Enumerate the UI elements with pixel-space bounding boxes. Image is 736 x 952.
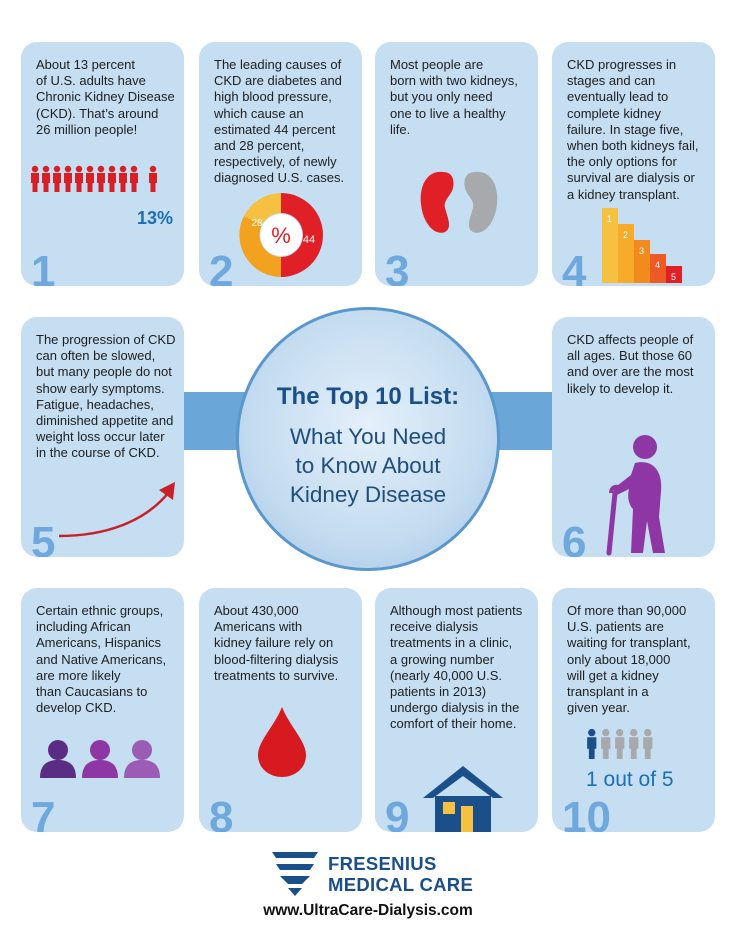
people-icon: 13% bbox=[31, 165, 173, 228]
elderly-person-icon bbox=[606, 435, 665, 556]
fact-text: Certain ethnic groups, including African… bbox=[36, 603, 167, 716]
person-head bbox=[119, 165, 127, 173]
stage-label-1: 1 bbox=[607, 214, 612, 224]
person-head bbox=[108, 165, 116, 173]
title-circle bbox=[236, 307, 500, 571]
stage-bars-icon: 2 3 4 5 1 bbox=[602, 208, 682, 283]
website-url[interactable]: www.UltraCare-Dialysis.com bbox=[263, 902, 473, 919]
stage-label-5: 5 bbox=[671, 272, 676, 282]
person-body bbox=[643, 737, 653, 760]
kidneys-icon bbox=[420, 171, 498, 233]
fact-text: The progression of CKD can often be slow… bbox=[36, 332, 176, 461]
person-body bbox=[587, 737, 597, 760]
fact-text: CKD affects people of all ages. But thos… bbox=[567, 332, 694, 396]
group-people-icon bbox=[40, 740, 160, 778]
fact-card-10: Of more than 90,000 U.S. patients are wa… bbox=[552, 588, 715, 832]
person-body bbox=[42, 173, 50, 192]
fact-number: 6 bbox=[562, 518, 587, 558]
person-head bbox=[42, 165, 50, 173]
person-head bbox=[86, 165, 94, 173]
fact-number: 10 bbox=[562, 793, 611, 833]
fact-card-5: The progression of CKD can often be slow… bbox=[21, 317, 184, 557]
fact-number: 3 bbox=[385, 247, 410, 287]
fact-card-8: About 430,000 Americans with kidney fail… bbox=[199, 588, 362, 832]
person-body bbox=[130, 173, 138, 192]
fact-text: Although most patients receive dialysis … bbox=[390, 603, 523, 732]
person-body bbox=[119, 173, 127, 192]
fact-number: 4 bbox=[562, 247, 587, 287]
blood-drop-icon bbox=[258, 707, 306, 777]
person-head bbox=[97, 165, 105, 173]
fact-number: 1 bbox=[31, 247, 56, 287]
person-head bbox=[588, 728, 596, 737]
person-body bbox=[97, 173, 105, 192]
fact-text: Most people are born with two kidneys, b… bbox=[390, 57, 518, 137]
fact-number: 2 bbox=[209, 247, 234, 287]
person-head bbox=[64, 165, 72, 173]
person-head bbox=[31, 165, 39, 173]
donut-chart-icon: 28 44 % bbox=[239, 193, 323, 277]
fact-number: 9 bbox=[385, 793, 410, 833]
person-body bbox=[615, 737, 625, 760]
stage-label-3: 3 bbox=[639, 246, 644, 256]
donut-center-symbol: % bbox=[271, 223, 291, 248]
person-body bbox=[31, 173, 39, 192]
person-body bbox=[75, 173, 83, 192]
person-head bbox=[602, 728, 610, 737]
fact-text: CKD progresses in stages and can eventua… bbox=[567, 57, 699, 202]
person-head bbox=[130, 165, 138, 173]
donut-label-left: 28 bbox=[251, 218, 263, 229]
fact-card-3: Most people are born with two kidneys, b… bbox=[375, 42, 538, 286]
fact-text: About 13 percent of U.S. adults have Chr… bbox=[36, 57, 175, 137]
brand-line-2: MEDICAL CARE bbox=[328, 874, 474, 895]
person-head bbox=[644, 728, 652, 737]
stage-label-4: 4 bbox=[655, 260, 660, 270]
fact-text: The leading causes of CKD are diabetes a… bbox=[214, 57, 345, 186]
main-subtitle: What You Need to Know About Kidney Disea… bbox=[289, 424, 447, 507]
fact-card-9: Although most patients receive dialysis … bbox=[375, 588, 538, 832]
person-head bbox=[75, 165, 83, 173]
person-body bbox=[86, 173, 94, 192]
person-body bbox=[601, 737, 611, 760]
person-head bbox=[616, 728, 624, 737]
fact-text: About 430,000 Americans with kidney fail… bbox=[214, 603, 339, 683]
fact-card-7: Certain ethnic groups, including African… bbox=[21, 588, 184, 832]
person-head bbox=[149, 165, 157, 173]
person-head bbox=[630, 728, 638, 737]
fact-card-6: CKD affects people of all ages. But thos… bbox=[552, 317, 715, 557]
rising-arrow-icon bbox=[58, 482, 175, 538]
fact-card-1: About 13 percent of U.S. adults have Chr… bbox=[21, 42, 184, 286]
stat-1-out-of-5: 1 out of 5 bbox=[586, 768, 674, 791]
person-head bbox=[53, 165, 61, 173]
stage-label-2: 2 bbox=[623, 230, 628, 240]
brand-line-1: FRESENIUS bbox=[328, 853, 437, 874]
person-body bbox=[629, 737, 639, 760]
person-body bbox=[64, 173, 72, 192]
donut-label-right: 44 bbox=[303, 234, 315, 246]
person-body bbox=[53, 173, 61, 192]
fact-number: 8 bbox=[209, 793, 234, 833]
stat-13-percent: 13% bbox=[137, 208, 173, 228]
fresenius-logo-icon bbox=[272, 852, 318, 896]
house-icon bbox=[423, 766, 503, 832]
fact-number: 7 bbox=[31, 793, 56, 833]
fact-number: 5 bbox=[31, 518, 56, 558]
person-body bbox=[108, 173, 116, 192]
main-title: The Top 10 List: bbox=[276, 383, 460, 410]
waiting-people-icon: 1 out of 5 bbox=[586, 728, 674, 791]
person-body bbox=[149, 173, 157, 192]
fact-text: Of more than 90,000 U.S. patients are wa… bbox=[567, 603, 691, 716]
